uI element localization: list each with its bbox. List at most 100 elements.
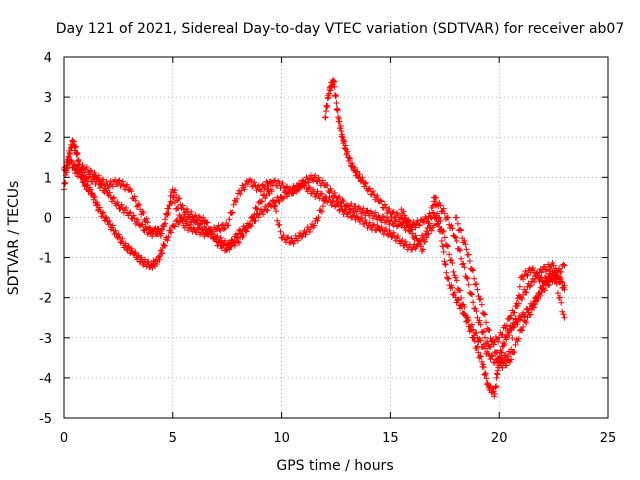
data-point [429, 209, 436, 216]
data-point [96, 185, 103, 192]
data-point [87, 167, 94, 174]
data-point [91, 193, 98, 200]
data-point [439, 228, 446, 235]
data-point [93, 202, 100, 209]
data-point [324, 102, 331, 109]
data-point [152, 225, 159, 232]
data-point [249, 183, 256, 190]
data-point [264, 186, 271, 193]
data-point [192, 228, 199, 235]
y-tick-label: 3 [44, 91, 52, 106]
data-point [438, 238, 445, 245]
data-point [433, 194, 440, 201]
data-point [319, 203, 326, 210]
data-point [314, 188, 321, 195]
data-point [164, 237, 171, 244]
data-point [117, 239, 124, 246]
data-point [114, 181, 121, 188]
data-point [335, 195, 342, 202]
data-point [247, 222, 254, 229]
data-point [477, 353, 484, 360]
data-point [374, 192, 381, 199]
data-point [408, 226, 415, 233]
data-point [340, 198, 347, 205]
data-point [171, 187, 178, 194]
data-point [236, 226, 243, 233]
data-point [454, 297, 461, 304]
data-point [520, 323, 527, 330]
data-point [428, 227, 435, 234]
data-point [520, 291, 527, 298]
data-point [100, 176, 107, 183]
data-point [204, 219, 211, 226]
data-point [127, 209, 134, 216]
data-point [237, 190, 244, 197]
data-point [336, 193, 343, 200]
data-point [416, 222, 423, 229]
data-point [445, 243, 452, 250]
data-point [480, 364, 487, 371]
data-point [366, 219, 373, 226]
y-tick-label: 1 [44, 171, 52, 186]
series-track-5 [398, 198, 568, 371]
data-point [229, 209, 236, 216]
data-point [470, 326, 477, 333]
data-point [509, 335, 516, 342]
data-point [465, 251, 472, 258]
data-point [371, 221, 378, 228]
data-point [454, 220, 461, 227]
data-point [277, 185, 284, 192]
data-point [273, 208, 280, 215]
data-point [187, 221, 194, 228]
data-point [516, 283, 523, 290]
data-point [331, 83, 338, 90]
data-point [135, 253, 142, 260]
y-tick-label: -1 [39, 252, 52, 267]
data-point [381, 201, 388, 208]
x-tick-label: 5 [169, 431, 177, 446]
data-point [241, 186, 248, 193]
data-point [220, 226, 227, 233]
data-point [449, 225, 456, 232]
data-point [461, 264, 468, 271]
data-point [550, 270, 557, 277]
data-point [79, 161, 86, 168]
data-point [306, 228, 313, 235]
data-point [62, 179, 69, 186]
data-point [119, 178, 126, 185]
data-point [231, 242, 238, 249]
data-point [538, 285, 545, 292]
data-point [254, 206, 261, 213]
data-point [346, 155, 353, 162]
data-point [141, 256, 148, 263]
data-point [425, 230, 432, 237]
data-point [106, 217, 113, 224]
data-point [477, 295, 484, 302]
data-point [426, 220, 433, 227]
series-track-4 [322, 77, 568, 400]
data-point [484, 379, 491, 386]
data-point [109, 195, 116, 202]
data-point [558, 299, 565, 306]
data-point [310, 186, 317, 193]
data-point [544, 278, 551, 285]
data-point [115, 231, 122, 238]
data-point [395, 233, 402, 240]
data-point [465, 317, 472, 324]
data-point [346, 206, 353, 213]
data-point [161, 243, 168, 250]
data-point [440, 227, 447, 234]
data-point [560, 261, 567, 268]
data-point [222, 237, 229, 244]
data-point [333, 99, 340, 106]
data-point [384, 231, 391, 238]
data-point [481, 371, 488, 378]
data-point [464, 314, 471, 321]
data-point [412, 224, 419, 231]
data-point [360, 205, 367, 212]
data-point [140, 227, 147, 234]
data-point [402, 238, 409, 245]
series-track-2 [61, 157, 416, 240]
data-point [495, 338, 502, 345]
